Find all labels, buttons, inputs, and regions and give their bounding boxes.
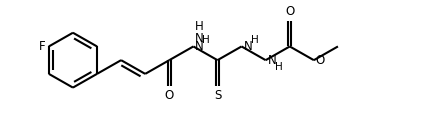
Text: O: O [316,54,325,67]
Text: N: N [243,40,252,53]
Text: O: O [285,5,295,18]
Text: S: S [214,89,221,102]
Text: H: H [275,62,283,72]
Text: N: N [195,40,204,53]
Text: H
N: H N [194,21,203,45]
Text: N: N [267,54,276,67]
Text: H: H [251,35,258,45]
Text: O: O [165,89,174,102]
Text: H: H [203,35,210,45]
Text: F: F [39,40,46,53]
